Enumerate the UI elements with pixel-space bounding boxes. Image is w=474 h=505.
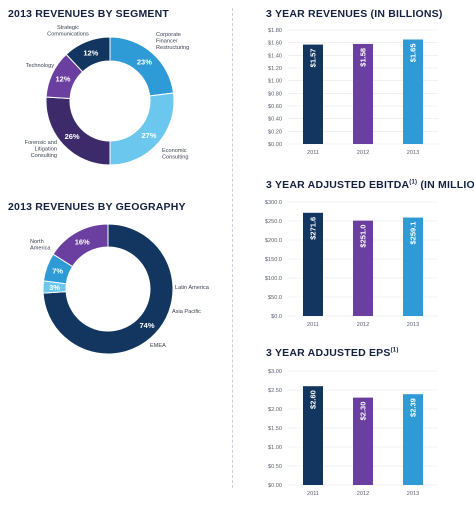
ebitda-y-tick-label: $200.0 — [265, 238, 282, 244]
eps-chart-title: 3 YEAR ADJUSTED EPS(1) — [266, 347, 399, 359]
revenues-bar-value-label: $1.65 — [409, 44, 418, 63]
revenues-bar-value-label: $1.58 — [359, 48, 368, 67]
segment-category-label: Economic Consulting — [162, 148, 188, 161]
segment-chart-title: 2013 REVENUES BY SEGMENT — [8, 8, 169, 20]
segment-category-label: Corporate Finance/Restructuring — [156, 32, 189, 51]
geography-category-label: North America — [30, 239, 51, 252]
segment-donut-chart: 23% Corporate Finance/Restructuring 27% Econ… — [25, 25, 189, 166]
segment-category-label: Strategic Communications — [47, 25, 89, 38]
revenues-y-tick-label: $1.80 — [268, 28, 282, 34]
revenues-y-tick-label: $0.20 — [268, 129, 282, 135]
revenues-x-tick-label: 2013 — [407, 150, 419, 156]
ebitda-y-tick-label: $300.0 — [265, 200, 282, 206]
eps-bar-value-label: $2.60 — [309, 390, 318, 409]
geography-category-label: Latin America — [175, 285, 210, 291]
ebitda-y-tick-label: $100.0 — [265, 276, 282, 282]
eps-bar-2011 — [303, 386, 323, 485]
eps-y-tick-label: $1.00 — [268, 445, 282, 451]
eps-bar-2012 — [353, 397, 373, 485]
segment-slice-strategic-communications — [65, 36, 111, 73]
segment-value-label: 26% — [65, 132, 80, 141]
revenues-bar-chart: $0.00 $0.20 $0.40 $0.60 $0.80 $1.00 $1.20 $1.40… — [268, 28, 438, 156]
revenues-y-tick-label: $1.00 — [268, 79, 282, 85]
eps-y-tick-label: $0.50 — [268, 464, 282, 470]
ebitda-y-tick-label: $50.0 — [268, 295, 282, 301]
segment-value-label: 27% — [141, 131, 156, 140]
ebitda-bar-2013 — [403, 217, 423, 316]
ebitda-bar-value-label: $259.1 — [409, 222, 418, 245]
ebitda-x-tick-label: 2012 — [357, 322, 369, 328]
eps-y-tick-label: $3.00 — [268, 369, 282, 375]
eps-title-text: 3 YEAR ADJUSTED EPS — [266, 347, 391, 359]
geography-value-label: 16% — [75, 238, 90, 247]
geography-category-label: Asia Pacific — [172, 309, 201, 315]
ebitda-chart-title: 3 YEAR ADJUSTED EBITDA(1) (IN MILLIONS) — [266, 179, 474, 191]
revenues-y-tick-label: $1.60 — [268, 41, 282, 47]
ebitda-y-tick-label: $150.0 — [265, 257, 282, 263]
geography-slice-north-america — [42, 223, 174, 355]
geography-value-label: 74% — [139, 321, 154, 330]
revenues-y-tick-label: $0.80 — [268, 91, 282, 97]
ebitda-x-tick-label: 2013 — [407, 322, 419, 328]
ebitda-title-footnote: (1) — [409, 179, 418, 186]
geography-category-label: EMEA — [150, 343, 166, 349]
geography-donut-chart: 74% North America 3% Latin America 7% Asia Pac… — [30, 223, 210, 355]
column-divider — [232, 8, 233, 488]
revenues-y-tick-label: $0.00 — [268, 142, 282, 148]
eps-bar-value-label: $2.30 — [359, 402, 368, 421]
revenues-y-tick-label: $0.60 — [268, 104, 282, 110]
segment-value-label: 12% — [55, 74, 70, 83]
ebitda-title-text: 3 YEAR ADJUSTED EBITDA — [266, 179, 410, 191]
eps-y-tick-label: $0.00 — [268, 483, 282, 489]
eps-bar-2013 — [403, 394, 423, 485]
geography-value-label: 3% — [49, 283, 60, 292]
ebitda-bar-value-label: $271.6 — [309, 217, 318, 240]
revenues-bar-value-label: $1.57 — [309, 49, 318, 68]
ebitda-x-tick-label: 2011 — [307, 322, 319, 328]
ebitda-bar-2012 — [353, 220, 373, 316]
segment-value-label: 23% — [137, 58, 152, 67]
revenues-x-tick-label: 2011 — [307, 150, 319, 156]
segment-value-label: 12% — [83, 48, 98, 57]
eps-bar-value-label: $2.39 — [409, 398, 418, 417]
revenues-y-tick-label: $1.20 — [268, 66, 282, 72]
revenues-y-tick-label: $0.40 — [268, 117, 282, 123]
revenues-bar-2013 — [403, 39, 423, 144]
eps-y-tick-label: $2.50 — [268, 388, 282, 394]
geography-slice-emea — [52, 223, 109, 268]
eps-y-tick-label: $2.00 — [268, 407, 282, 413]
revenues-y-tick-label: $1.40 — [268, 53, 282, 59]
ebitda-bar-chart: $0.0 $50.0 $100.0 $150.0 $200.0 $250.0 $300.0 $… — [265, 200, 438, 328]
ebitda-bar-2011 — [303, 212, 323, 316]
ebitda-y-tick-label: $0.0 — [271, 314, 282, 320]
revenues-chart-title: 3 YEAR REVENUES (IN BILLIONS) — [266, 8, 443, 20]
segment-category-label: Technology — [26, 63, 55, 69]
ebitda-y-tick-label: $250.0 — [265, 219, 282, 225]
ebitda-title-suffix: (IN MILLIONS) — [420, 179, 474, 191]
eps-title-footnote: (1) — [390, 347, 399, 354]
ebitda-bar-value-label: $251.0 — [359, 225, 368, 248]
geography-value-label: 7% — [52, 266, 63, 275]
revenues-bar-2011 — [303, 44, 323, 144]
geography-chart-title: 2013 REVENUES BY GEOGRAPHY — [8, 201, 186, 213]
revenues-x-tick-label: 2012 — [357, 150, 369, 156]
segment-category-label: Forensic and Litigation Consulting — [25, 140, 57, 159]
eps-y-tick-label: $1.50 — [268, 426, 282, 432]
eps-bar-chart: $0.00 $0.50 $1.00 $1.50 $2.00 $2.50 $3.00 $2.60… — [268, 369, 438, 497]
revenues-bar-2012 — [353, 43, 373, 144]
